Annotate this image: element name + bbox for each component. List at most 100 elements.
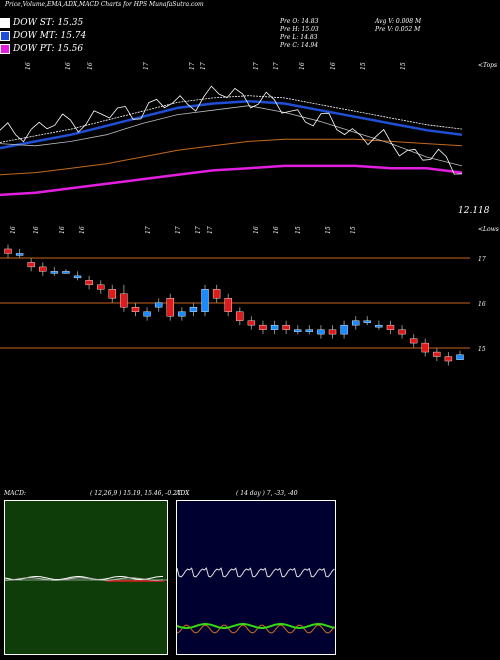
candle-body bbox=[39, 266, 47, 272]
legend-label-mt: DOW MT: 15.74 bbox=[13, 30, 87, 41]
candle-body bbox=[178, 311, 186, 317]
adx-values: ( 14 day ) 7, -33, -40 bbox=[236, 490, 298, 497]
macd-signal-line bbox=[5, 577, 164, 581]
pre-high: Pre H: 15.03 bbox=[280, 26, 319, 33]
ema-top-tick: 17 bbox=[273, 62, 280, 70]
candle-body bbox=[433, 351, 441, 357]
candle-top-tick: 17 bbox=[207, 226, 214, 234]
candle-body bbox=[259, 324, 267, 330]
candle-body bbox=[421, 342, 429, 353]
ema-top-tick: 17 bbox=[143, 62, 150, 70]
adx-plus-di-line bbox=[177, 622, 335, 630]
chart-title: Price,Volume,EMA,ADX,MACD Charts for HPS… bbox=[5, 1, 204, 8]
candle-body bbox=[398, 329, 406, 335]
candle-body bbox=[73, 275, 82, 279]
level-label-15: 15 bbox=[478, 346, 486, 353]
candle-body bbox=[375, 324, 383, 328]
candle-body bbox=[15, 253, 24, 256]
avg-volume: Avg V: 0.008 M bbox=[375, 18, 422, 25]
pre-close: Pre C: 14.94 bbox=[280, 42, 319, 49]
ema-top-tick: 16 bbox=[330, 62, 337, 70]
macd-label: MACD: bbox=[4, 490, 26, 497]
ema-top-tick: 16 bbox=[87, 62, 94, 70]
candle-body bbox=[328, 329, 337, 335]
ema-top-tick: 17 bbox=[253, 62, 260, 70]
lows-label: <Lows bbox=[478, 226, 499, 233]
adx-plot bbox=[177, 567, 335, 634]
ema-top-tick: 17 bbox=[200, 62, 207, 70]
candle-body bbox=[409, 338, 418, 344]
candle-body bbox=[85, 280, 93, 286]
candle-body bbox=[340, 324, 348, 335]
ema-mt-line bbox=[0, 99, 463, 150]
adx-panel bbox=[176, 500, 336, 655]
price-line bbox=[0, 85, 463, 175]
adx-line bbox=[177, 567, 335, 578]
macd-line bbox=[5, 576, 163, 581]
candle-body bbox=[201, 289, 209, 312]
legend-label-st: DOW ST: 15.35 bbox=[13, 17, 84, 28]
candle-body bbox=[27, 262, 35, 268]
candle-body bbox=[294, 329, 302, 332]
legend-swatch-st bbox=[0, 17, 10, 28]
candle-body bbox=[189, 307, 198, 312]
candle-body bbox=[317, 329, 325, 335]
legend-dow-pt: DOW PT: 15.56 bbox=[0, 42, 83, 55]
candle-body bbox=[143, 311, 151, 317]
candle-body bbox=[50, 271, 59, 274]
ema-top-tick: 17 bbox=[189, 62, 196, 70]
candle-top-tick: 17 bbox=[195, 226, 202, 234]
pre-open: Pre O: 14.83 bbox=[280, 18, 319, 25]
candle-body bbox=[120, 293, 128, 308]
candle-top-tick: 16 bbox=[253, 226, 260, 234]
ema-top-tick: 16 bbox=[65, 62, 72, 70]
adx-label: ADX bbox=[176, 490, 190, 497]
candle-top-tick: 16 bbox=[59, 226, 66, 234]
candle-top-tick: 15 bbox=[295, 226, 302, 234]
ema-mt-dotted bbox=[0, 95, 463, 143]
candle-body bbox=[97, 284, 105, 290]
candle-top-tick: 17 bbox=[175, 226, 182, 234]
candle-top-tick: 15 bbox=[350, 226, 357, 234]
candle-body bbox=[62, 271, 70, 274]
candle-body bbox=[363, 320, 371, 323]
candle-body bbox=[247, 320, 256, 326]
ema-top-tick: 15 bbox=[360, 62, 367, 70]
ema-top-tick: 16 bbox=[299, 62, 306, 70]
candle-body bbox=[166, 298, 174, 317]
candle-body bbox=[282, 324, 290, 330]
candle-body bbox=[444, 356, 453, 362]
candle-body bbox=[4, 248, 12, 254]
legend-swatch-mt bbox=[0, 30, 10, 41]
candle-top-tick: 16 bbox=[33, 226, 40, 234]
macd-values: ( 12,26,9 ) 15.19, 15.46, -0.27 bbox=[90, 490, 181, 497]
candle-top-tick: 16 bbox=[273, 226, 280, 234]
pre-low: Pre L: 14.83 bbox=[280, 34, 318, 41]
level-label-16: 16 bbox=[478, 301, 486, 308]
candle-body bbox=[236, 311, 244, 321]
candle-body bbox=[131, 307, 140, 312]
ema-last-value: 12.118 bbox=[458, 206, 490, 216]
candle-body bbox=[154, 302, 163, 308]
macd-plot bbox=[5, 576, 167, 582]
macd-panel bbox=[4, 500, 168, 655]
ema-long-line bbox=[0, 138, 463, 176]
legend-dow-st: DOW ST: 15.35 bbox=[0, 16, 83, 29]
tops-label: <Tops bbox=[478, 62, 498, 69]
legend-label-pt: DOW PT: 15.56 bbox=[13, 43, 84, 54]
candle-body bbox=[224, 298, 232, 312]
candle-body bbox=[386, 324, 395, 330]
candle-top-tick: 16 bbox=[10, 226, 17, 234]
ema-top-tick: 16 bbox=[25, 62, 32, 70]
ema-top-tick: 15 bbox=[400, 62, 407, 70]
ema-grey-line bbox=[0, 105, 463, 167]
legend-swatch-pt bbox=[0, 43, 10, 54]
candle-body bbox=[305, 329, 314, 332]
candle-body bbox=[351, 320, 360, 326]
pre-volume: Pre V: 0.052 M bbox=[375, 26, 421, 33]
legend-dow-mt: DOW MT: 15.74 bbox=[0, 29, 86, 42]
candle-top-tick: 15 bbox=[325, 226, 332, 234]
candle-top-tick: 16 bbox=[79, 226, 86, 234]
candle-top-tick: 17 bbox=[145, 226, 152, 234]
candle-body bbox=[212, 289, 221, 299]
